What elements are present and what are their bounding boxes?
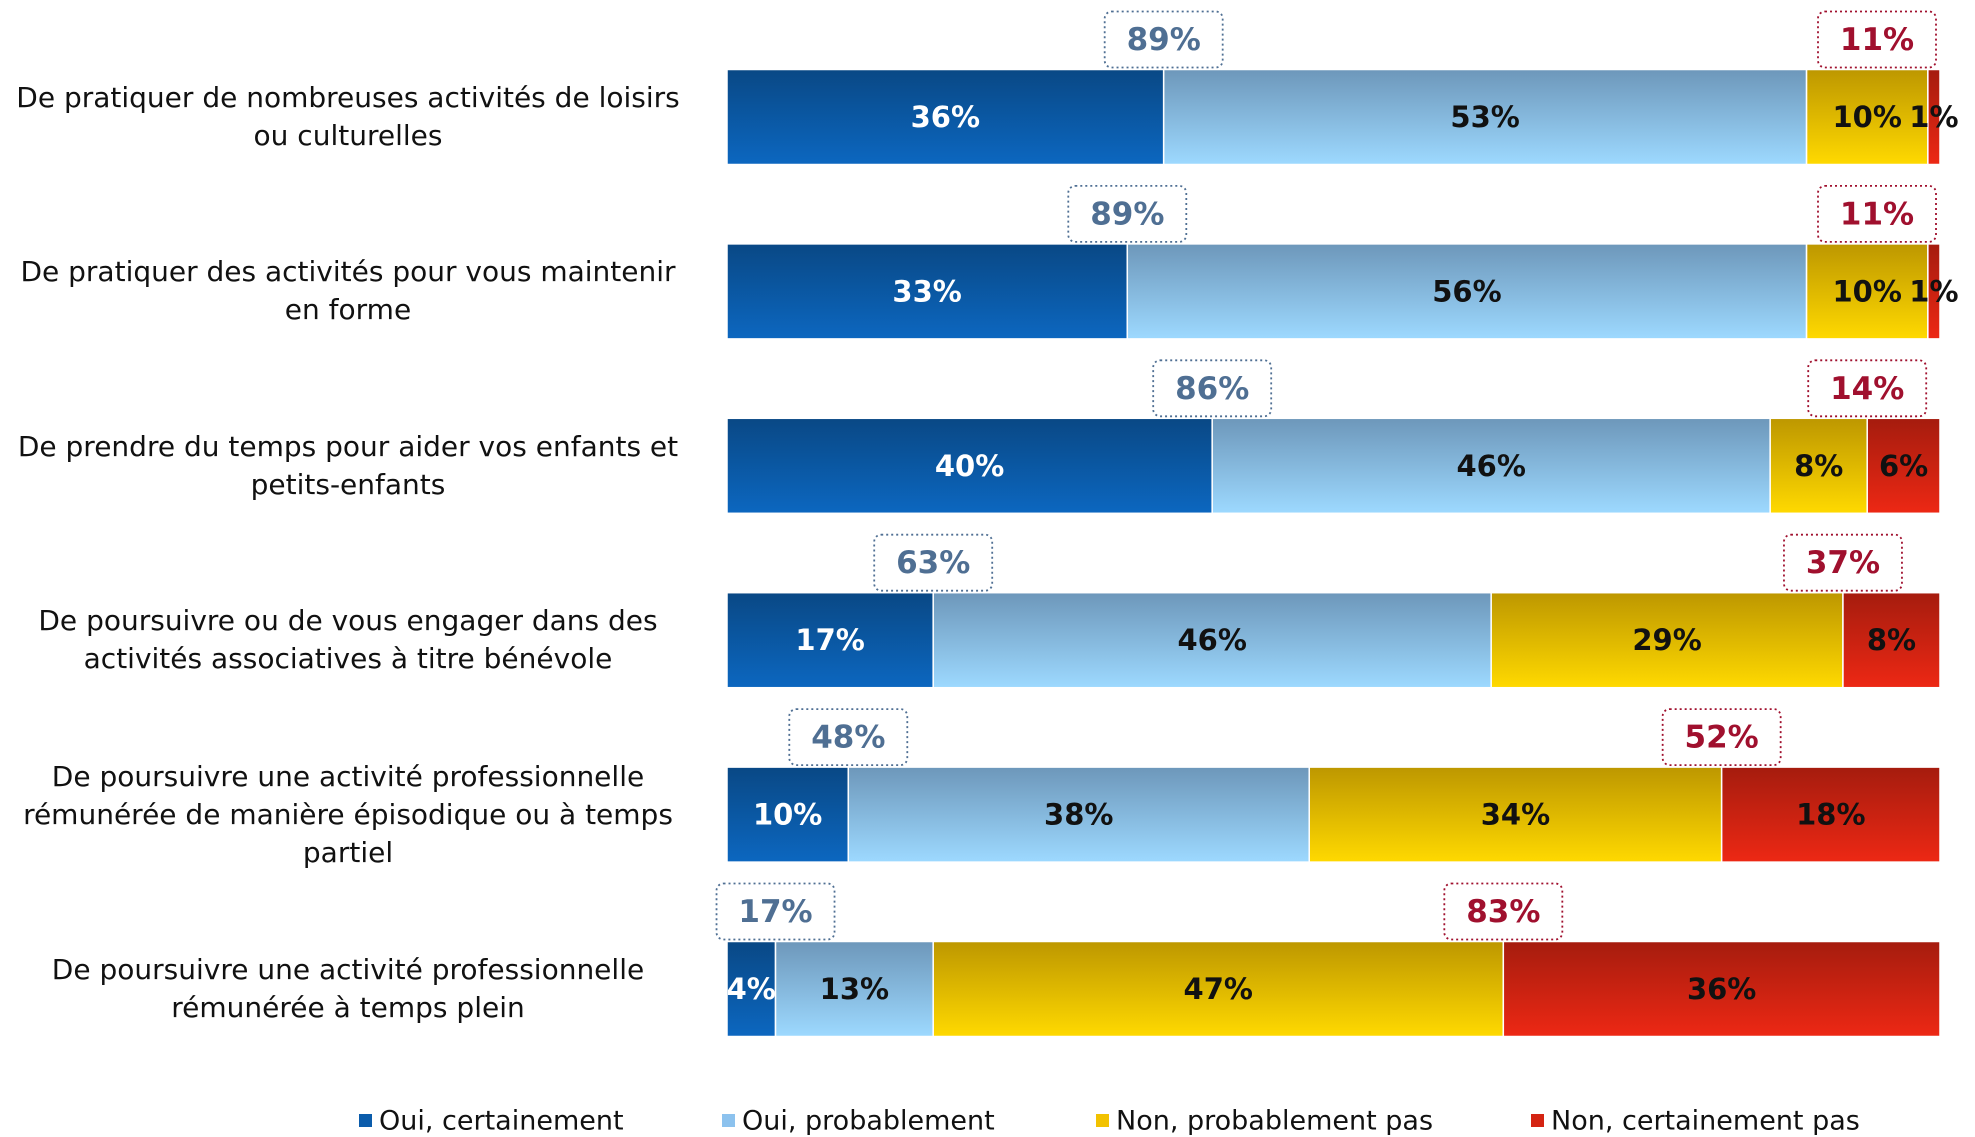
bar-segment xyxy=(726,243,1129,340)
category-label: De poursuivre une activité professionnel… xyxy=(23,759,673,869)
category-label: De pratiquer des activités pour vous mai… xyxy=(20,255,676,327)
value-label: 38% xyxy=(1044,798,1113,832)
legend-label: Non, certainement pas xyxy=(1551,1106,1860,1137)
value-label: 29% xyxy=(1632,623,1701,657)
value-label: 53% xyxy=(1450,100,1519,134)
value-label: 10% xyxy=(1833,274,1902,308)
value-label: 8% xyxy=(1867,623,1916,657)
bar-segment xyxy=(726,766,850,863)
value-label: 1% xyxy=(1909,274,1958,308)
value-label: 1% xyxy=(1909,100,1958,134)
bar-segment xyxy=(726,68,1165,166)
bar-segment xyxy=(1805,243,1929,340)
bar-segment xyxy=(726,417,1213,515)
category-label: De prendre du temps pour aider vos enfan… xyxy=(17,429,679,501)
bar-segment xyxy=(932,591,1492,689)
value-label: 46% xyxy=(1456,449,1525,483)
total-box xyxy=(1443,882,1564,941)
total-box xyxy=(1807,359,1928,418)
value-label: 56% xyxy=(1432,274,1501,308)
total-label: 14% xyxy=(1830,371,1904,407)
bar-segment xyxy=(774,940,934,1038)
legend-label: Oui, probablement xyxy=(742,1106,995,1137)
total-label: 89% xyxy=(1127,22,1201,58)
value-label: 36% xyxy=(911,100,980,134)
total-label: 37% xyxy=(1806,545,1880,581)
category-label: De poursuivre une activité professionnel… xyxy=(51,953,645,1024)
total-box xyxy=(1103,10,1224,69)
bar-segment xyxy=(726,940,777,1038)
bar-segment xyxy=(1211,417,1771,515)
bar-segment xyxy=(1126,243,1808,340)
legend-swatch xyxy=(1096,1114,1109,1127)
total-box xyxy=(788,708,909,766)
total-label: 17% xyxy=(738,894,812,930)
total-box xyxy=(873,533,994,592)
legend-swatch xyxy=(359,1114,372,1127)
total-label: 89% xyxy=(1090,196,1164,232)
value-label: 46% xyxy=(1177,623,1246,657)
total-label: 48% xyxy=(811,720,885,756)
total-box xyxy=(1661,708,1782,766)
total-label: 63% xyxy=(896,545,970,581)
bar-segment xyxy=(726,591,934,689)
bar-segment xyxy=(1927,243,1941,340)
category-label: De poursuivre ou de vous engager dans de… xyxy=(38,604,658,676)
value-label: 4% xyxy=(727,972,776,1006)
legend-swatch xyxy=(1531,1114,1544,1127)
total-box xyxy=(715,882,836,941)
bar-segment xyxy=(932,940,1505,1038)
total-label: 52% xyxy=(1685,720,1759,756)
value-label: 34% xyxy=(1481,798,1550,832)
bar-segment xyxy=(1162,68,1808,166)
bar-segment xyxy=(1927,68,1941,166)
total-box xyxy=(1152,359,1273,418)
total-label: 86% xyxy=(1175,371,1249,407)
value-label: 6% xyxy=(1879,449,1928,483)
value-label: 18% xyxy=(1796,798,1865,832)
value-label: 13% xyxy=(820,972,889,1006)
bar-segment xyxy=(1502,940,1941,1038)
total-box xyxy=(1067,184,1188,243)
total-label: 11% xyxy=(1840,196,1914,232)
value-label: 36% xyxy=(1687,972,1756,1006)
value-label: 10% xyxy=(1833,100,1902,134)
legend-label: Oui, certainement xyxy=(379,1106,624,1137)
value-label: 33% xyxy=(892,274,961,308)
value-label: 10% xyxy=(753,798,822,832)
legend-label: Non, probablement pas xyxy=(1116,1106,1433,1137)
total-box xyxy=(1783,533,1903,592)
total-box xyxy=(1817,10,1937,69)
value-label: 8% xyxy=(1794,449,1843,483)
legend-swatch xyxy=(722,1114,735,1127)
total-box xyxy=(1817,184,1937,243)
value-label: 47% xyxy=(1184,972,1253,1006)
bar-segment xyxy=(847,766,1310,863)
bar-segment xyxy=(1842,591,1941,689)
category-label: De pratiquer de nombreuses activités de … xyxy=(16,81,680,152)
total-label: 83% xyxy=(1466,894,1540,930)
value-label: 17% xyxy=(795,623,864,657)
total-label: 11% xyxy=(1840,22,1914,58)
value-label: 40% xyxy=(935,449,1004,483)
bar-segment xyxy=(1720,766,1941,863)
bar-segment xyxy=(1866,417,1941,515)
bar-segment xyxy=(1490,591,1844,689)
